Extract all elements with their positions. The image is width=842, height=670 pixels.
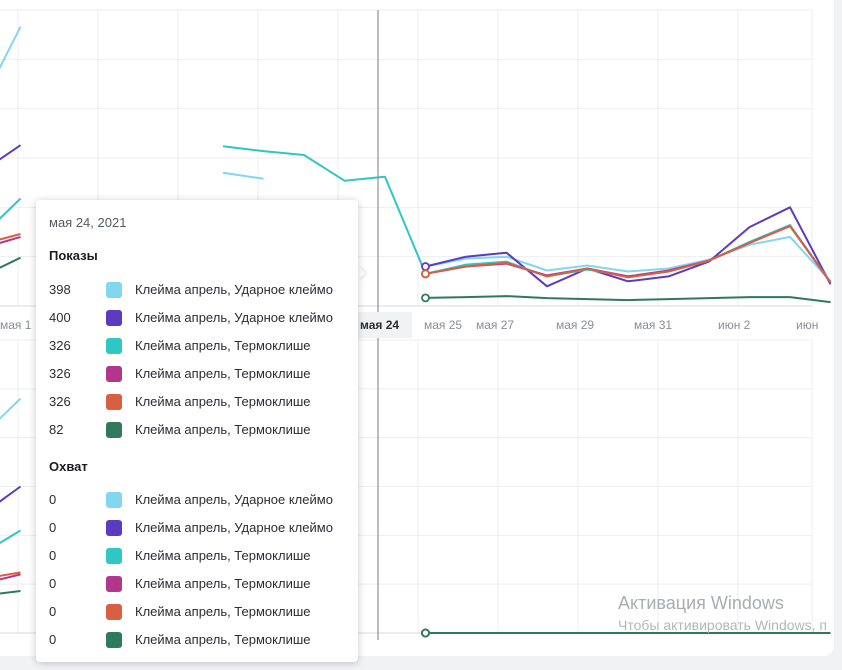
tooltip-row: 326 Клейма апрель, Термоклише	[49, 363, 349, 385]
x-tick-label: мая 25	[424, 318, 462, 332]
series-line-0-5	[0, 256, 831, 304]
tooltip-row-value: 326	[49, 366, 71, 381]
tooltip-row-series-name: Клейма апрель, Ударное клеймо	[135, 310, 333, 325]
tooltip-row: 0 Клейма апрель, Ударное клеймо	[49, 489, 349, 511]
x-tick-label: июн 2	[718, 318, 751, 332]
tooltip-row-value: 398	[49, 282, 71, 297]
tooltip-section-title: Охват	[49, 459, 88, 474]
active-point-marker	[421, 269, 430, 279]
x-tick-label: июн	[796, 318, 818, 332]
series-line-1-5	[0, 590, 831, 634]
tooltip-row: 398 Клейма апрель, Ударное клеймо	[49, 279, 349, 301]
tooltip-row: 82 Клейма апрель, Термоклише	[49, 419, 349, 441]
series-line-0-4	[0, 225, 832, 283]
tooltip-section-title: Показы	[49, 248, 98, 263]
x-tick-label: мая 31	[634, 318, 672, 332]
active-point-marker	[421, 262, 430, 271]
tooltip-row-value: 0	[49, 604, 57, 619]
tooltip-row-series-name: Клейма апрель, Термоклише	[135, 366, 311, 381]
tooltip-row-value: 0	[49, 520, 57, 535]
windows-activation-title: Активация Windows	[618, 593, 784, 613]
tooltip-row-series-name: Клейма апрель, Ударное клеймо	[135, 492, 333, 507]
active-point-marker	[421, 293, 430, 303]
tooltip-date: мая 24, 2021	[49, 215, 127, 230]
series-color-swatch	[106, 394, 122, 410]
tooltip-row-value: 82	[49, 422, 64, 437]
x-axis-ticks: мая 1 мая 25 мая 27 мая 29 мая 31 июн 2 июн	[0, 318, 818, 332]
active-markers	[421, 262, 430, 638]
x-tick-label: мая 1	[0, 318, 32, 332]
tooltip-row: 0 Клейма апрель, Термоклише	[49, 545, 349, 567]
series-line-0-0	[0, 26, 832, 282]
series-color-swatch	[106, 310, 122, 326]
series-color-swatch	[106, 338, 122, 354]
tooltip-row-series-name: Клейма апрель, Термоклише	[135, 604, 311, 619]
tooltip-row: 0 Клейма апрель, Ударное клеймо	[49, 517, 349, 539]
tooltip-row-series-name: Клейма апрель, Термоклише	[135, 394, 311, 409]
chart-tooltip: мая 24, 2021 Показы 398 Клейма апрель, Уда…	[36, 200, 358, 662]
tooltip-row-value: 326	[49, 394, 71, 409]
series-lines	[0, 26, 832, 634]
series-color-swatch	[106, 548, 122, 564]
series-color-swatch	[106, 422, 122, 438]
tooltip-row: 0 Клейма апрель, Термоклише	[49, 573, 349, 595]
tooltip-row: 326 Клейма апрель, Термоклише	[49, 335, 349, 357]
active-tick-highlight	[356, 312, 412, 338]
series-line-0-1	[0, 144, 832, 288]
tooltip-row-series-name: Клейма апрель, Ударное клеймо	[135, 520, 333, 535]
tooltip-row-value: 0	[49, 548, 57, 563]
tooltip-row-value: 326	[49, 338, 71, 353]
tooltip-row-series-name: Клейма апрель, Термоклише	[135, 338, 311, 353]
tooltip-row-series-name: Клейма апрель, Термоклише	[135, 548, 311, 563]
tooltip-row: 0 Клейма апрель, Термоклише	[49, 629, 349, 651]
tooltip-row-value: 0	[49, 576, 57, 591]
tooltip-row-value: 400	[49, 310, 71, 325]
tooltip-row: 326 Клейма апрель, Термоклише	[49, 391, 349, 413]
series-color-swatch	[106, 604, 122, 620]
x-tick-label: мая 29	[556, 318, 594, 332]
windows-activation-subtitle: Чтобы активировать Windows, п	[618, 617, 827, 633]
tooltip-row: 0 Клейма апрель, Термоклише	[49, 601, 349, 623]
series-color-swatch	[106, 366, 122, 382]
series-color-swatch	[106, 492, 122, 508]
tooltip-row-value: 0	[49, 632, 57, 647]
tooltip-row-series-name: Клейма апрель, Термоклише	[135, 576, 311, 591]
tooltip-row-series-name: Клейма апрель, Термоклише	[135, 422, 311, 437]
active-x-tick-label: мая 24	[360, 318, 400, 332]
tooltip-row-value: 0	[49, 492, 57, 507]
series-color-swatch	[106, 632, 122, 648]
tooltip-row: 400 Клейма апрель, Ударное клеймо	[49, 307, 349, 329]
tooltip-row-series-name: Клейма апрель, Ударное клеймо	[135, 282, 333, 297]
tooltip-row-series-name: Клейма апрель, Термоклише	[135, 632, 311, 647]
active-point-marker	[421, 628, 430, 638]
series-color-swatch	[106, 282, 122, 298]
series-color-swatch	[106, 520, 122, 536]
series-color-swatch	[106, 576, 122, 592]
x-tick-label: мая 27	[476, 318, 514, 332]
